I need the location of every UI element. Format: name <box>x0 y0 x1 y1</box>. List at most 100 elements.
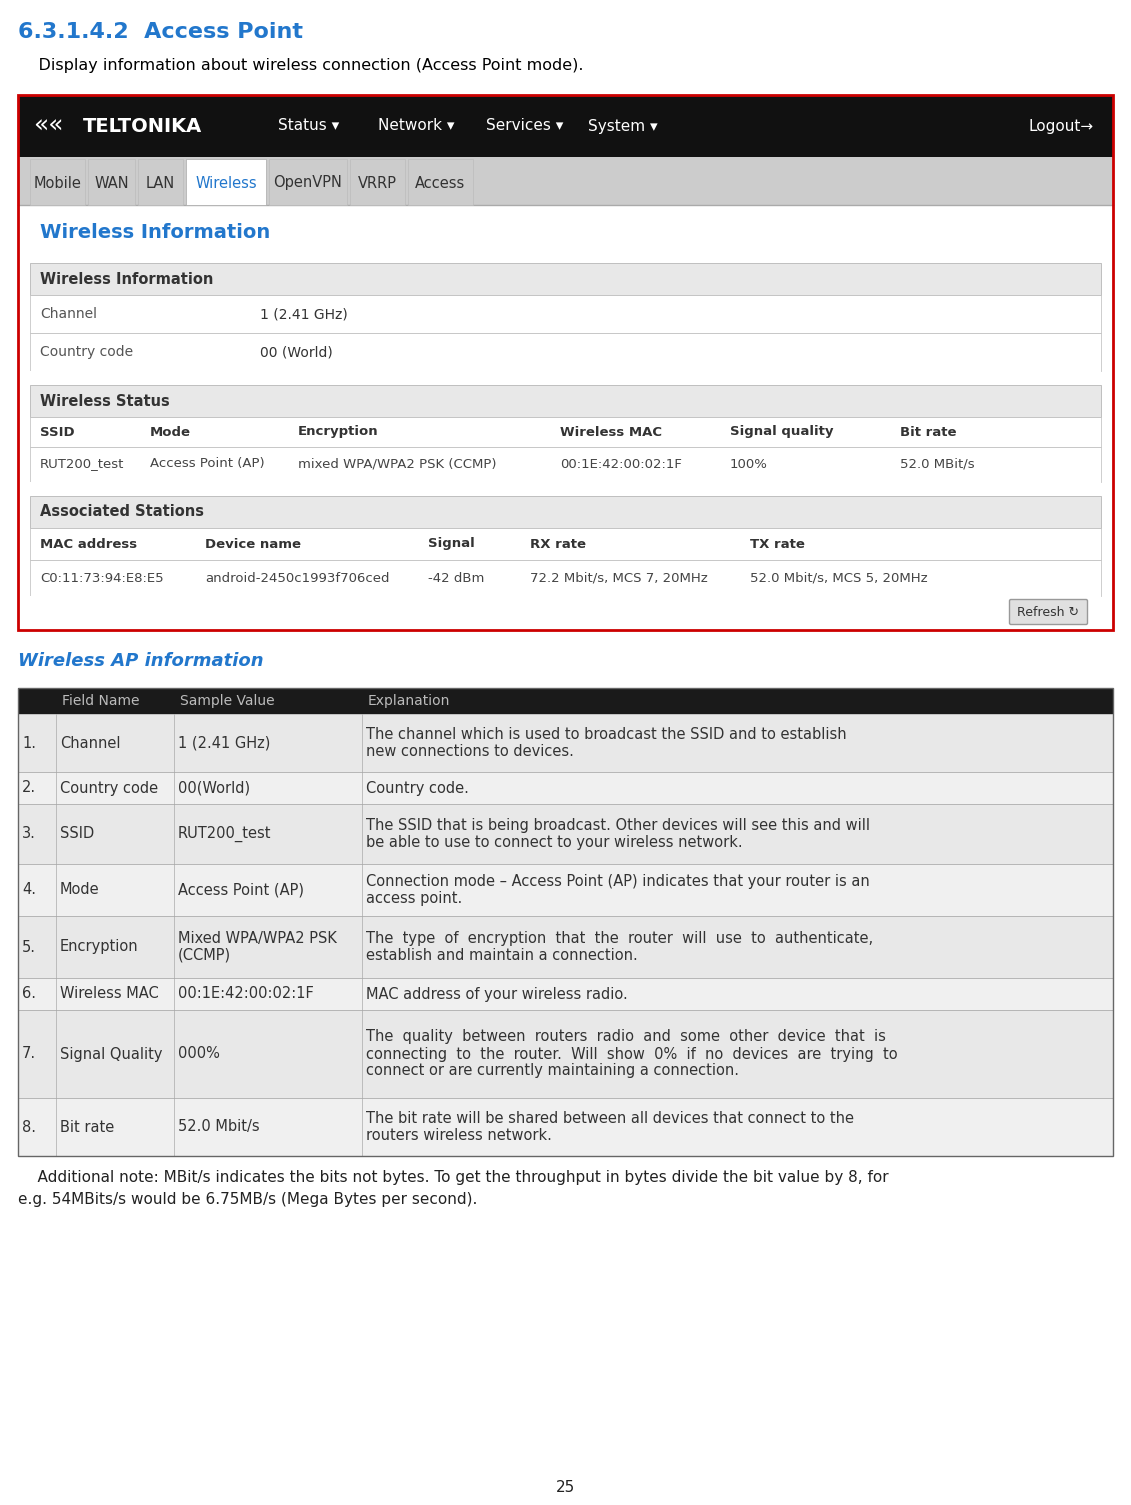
Bar <box>18 917 1113 978</box>
Text: Wireless MAC: Wireless MAC <box>560 426 662 438</box>
Text: Sample Value: Sample Value <box>180 694 275 707</box>
Text: Mode: Mode <box>150 426 191 438</box>
Text: C0:11:73:94:E8:E5: C0:11:73:94:E8:E5 <box>40 572 164 584</box>
Bar <box>349 160 405 205</box>
Text: Channel: Channel <box>40 307 97 321</box>
Text: SSID: SSID <box>40 426 75 438</box>
Text: MAC address: MAC address <box>40 537 137 551</box>
Text: Status ▾: Status ▾ <box>278 119 339 134</box>
Text: Signal quality: Signal quality <box>729 426 834 438</box>
Bar <box>31 560 1100 596</box>
Text: Display information about wireless connection (Access Point mode).: Display information about wireless conne… <box>18 59 584 74</box>
Text: 7.: 7. <box>21 1046 36 1061</box>
Bar <box>31 482 1100 497</box>
Text: Country code: Country code <box>60 781 158 796</box>
Text: 1 (2.41 GHz): 1 (2.41 GHz) <box>260 307 347 321</box>
Bar <box>408 160 473 205</box>
Text: RUT200_test: RUT200_test <box>40 458 124 471</box>
Text: 6.: 6. <box>21 986 36 1001</box>
Bar <box>31 263 1100 295</box>
Bar <box>18 157 1113 205</box>
Bar <box>18 1010 1113 1099</box>
Text: 3.: 3. <box>21 826 36 841</box>
Text: The SSID that is being broadcast. Other devices will see this and will: The SSID that is being broadcast. Other … <box>366 819 870 832</box>
Text: The channel which is used to broadcast the SSID and to establish: The channel which is used to broadcast t… <box>366 727 847 742</box>
Text: 6.3.1.4.2  Access Point: 6.3.1.4.2 Access Point <box>18 23 303 42</box>
Text: Wireless: Wireless <box>196 176 257 191</box>
Text: 000%: 000% <box>178 1046 219 1061</box>
Text: (CCMP): (CCMP) <box>178 948 231 963</box>
Bar <box>18 713 1113 772</box>
Text: Wireless Information: Wireless Information <box>40 223 270 242</box>
Text: 100%: 100% <box>729 458 768 471</box>
Text: 52.0 MBit/s: 52.0 MBit/s <box>900 458 975 471</box>
Text: e.g. 54MBits/s would be 6.75MB/s (Mega Bytes per second).: e.g. 54MBits/s would be 6.75MB/s (Mega B… <box>18 1192 477 1207</box>
Text: Access Point (AP): Access Point (AP) <box>178 882 304 897</box>
Bar <box>31 385 1100 417</box>
Text: 00(World): 00(World) <box>178 781 250 796</box>
Text: establish and maintain a connection.: establish and maintain a connection. <box>366 948 638 963</box>
Text: -42 dBm: -42 dBm <box>428 572 484 584</box>
FancyBboxPatch shape <box>1010 599 1088 625</box>
Text: TX rate: TX rate <box>750 537 805 551</box>
Text: Access Point (AP): Access Point (AP) <box>150 458 265 471</box>
Text: Encryption: Encryption <box>297 426 379 438</box>
Bar <box>31 497 1100 528</box>
Text: 00:1E:42:00:02:1F: 00:1E:42:00:02:1F <box>560 458 682 471</box>
Text: Connection mode – Access Point (AP) indicates that your router is an: Connection mode – Access Point (AP) indi… <box>366 874 870 889</box>
Bar <box>18 95 1113 631</box>
Text: The bit rate will be shared between all devices that connect to the: The bit rate will be shared between all … <box>366 1111 854 1126</box>
Text: new connections to devices.: new connections to devices. <box>366 743 573 759</box>
Bar <box>31 333 1100 372</box>
Bar <box>18 864 1113 917</box>
Text: The  type  of  encryption  that  the  router  will  use  to  authenticate,: The type of encryption that the router w… <box>366 932 873 947</box>
Text: Signal: Signal <box>428 537 475 551</box>
Bar <box>18 804 1113 864</box>
Text: mixed WPA/WPA2 PSK (CCMP): mixed WPA/WPA2 PSK (CCMP) <box>297 458 497 471</box>
Text: RX rate: RX rate <box>530 537 586 551</box>
Text: Services ▾: Services ▾ <box>486 119 563 134</box>
Text: Encryption: Encryption <box>60 939 139 954</box>
Text: Logout→: Logout→ <box>1028 119 1094 134</box>
Bar <box>18 1099 1113 1156</box>
Bar <box>18 772 1113 804</box>
Bar <box>31 417 1100 447</box>
Text: Associated Stations: Associated Stations <box>40 504 204 519</box>
Text: connecting  to  the  router.  Will  show  0%  if  no  devices  are  trying  to: connecting to the router. Will show 0% i… <box>366 1046 898 1061</box>
Text: SSID: SSID <box>60 826 94 841</box>
Text: Explanation: Explanation <box>368 694 450 707</box>
Text: Mobile: Mobile <box>34 176 81 191</box>
Text: Access: Access <box>415 176 466 191</box>
Text: VRRP: VRRP <box>359 176 397 191</box>
Bar <box>31 596 1100 626</box>
Text: Wireless Information: Wireless Information <box>40 271 214 286</box>
Text: ««: «« <box>33 114 63 138</box>
Text: Wireless MAC: Wireless MAC <box>60 986 158 1001</box>
Text: 00:1E:42:00:02:1F: 00:1E:42:00:02:1F <box>178 986 313 1001</box>
Text: MAC address of your wireless radio.: MAC address of your wireless radio. <box>366 986 628 1001</box>
Text: Wireless Status: Wireless Status <box>40 393 170 408</box>
Text: The  quality  between  routers  radio  and  some  other  device  that  is: The quality between routers radio and so… <box>366 1029 886 1044</box>
Bar <box>31 528 1100 560</box>
Text: RUT200_test: RUT200_test <box>178 826 271 843</box>
Text: be able to use to connect to your wireless network.: be able to use to connect to your wirele… <box>366 835 743 850</box>
Text: 2.: 2. <box>21 781 36 796</box>
Bar <box>18 205 1113 631</box>
Text: 5.: 5. <box>21 939 36 954</box>
Bar <box>88 160 135 205</box>
Text: Refresh ↻: Refresh ↻ <box>1017 605 1079 619</box>
Text: routers wireless network.: routers wireless network. <box>366 1129 552 1142</box>
Text: Device name: Device name <box>205 537 301 551</box>
Text: 1 (2.41 GHz): 1 (2.41 GHz) <box>178 736 270 751</box>
Text: TELTONIKA: TELTONIKA <box>83 116 202 135</box>
Text: access point.: access point. <box>366 891 463 906</box>
Text: 8.: 8. <box>21 1120 36 1135</box>
Text: Signal Quality: Signal Quality <box>60 1046 163 1061</box>
Text: Field Name: Field Name <box>62 694 139 707</box>
Text: 4.: 4. <box>21 882 36 897</box>
Bar <box>18 95 1113 157</box>
Text: 72.2 Mbit/s, MCS 7, 20MHz: 72.2 Mbit/s, MCS 7, 20MHz <box>530 572 708 584</box>
Text: connect or are currently maintaining a connection.: connect or are currently maintaining a c… <box>366 1064 739 1079</box>
Bar <box>31 295 1100 333</box>
Text: Channel: Channel <box>60 736 121 751</box>
